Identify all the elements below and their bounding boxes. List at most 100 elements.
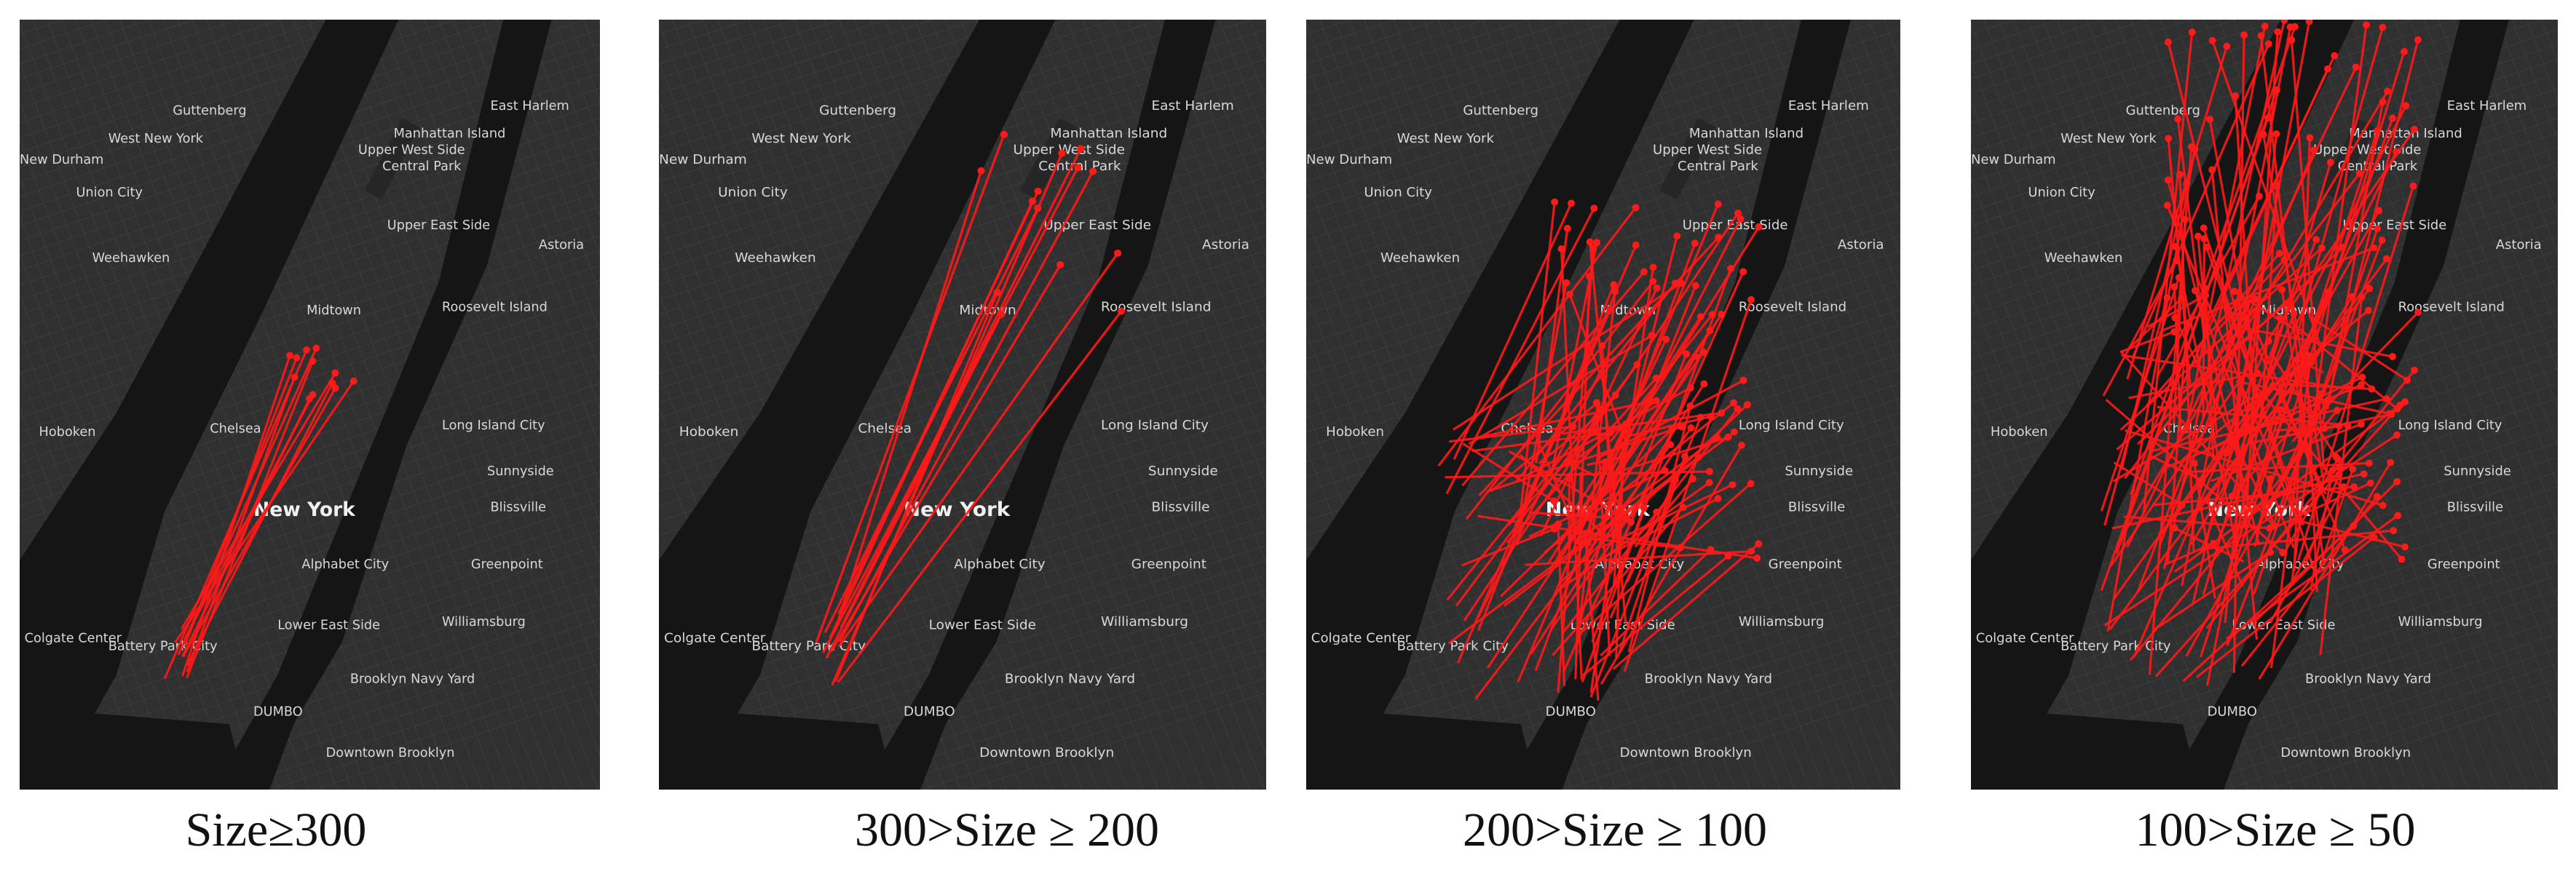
flow-line (2146, 253, 2280, 407)
flow-end (328, 379, 336, 387)
flow-end (2306, 134, 2314, 142)
flow-line (1576, 291, 1616, 645)
flow-end (2208, 36, 2216, 44)
flow-end (2288, 36, 2296, 44)
flow-line (2210, 423, 2362, 482)
flow-end (1562, 279, 1571, 287)
map-label: Weehawken (92, 250, 170, 266)
map-label: New York (904, 498, 1011, 521)
flow-end (2310, 146, 2318, 154)
map-label: Colgate Center (1311, 630, 1411, 645)
flow-end (2188, 28, 2196, 36)
flow-end (1737, 441, 1745, 449)
flow-end (1569, 423, 1577, 431)
flow-end (2332, 453, 2340, 461)
map-label: Sunnyside (1148, 464, 1218, 479)
flow-end (2240, 31, 2248, 39)
map-label: Lower East Side (277, 617, 380, 632)
flow-end (1649, 263, 1657, 271)
map-label: East Harlem (2447, 98, 2526, 114)
flow-line (2136, 303, 2248, 594)
flow-end (2389, 114, 2396, 122)
flow-line (177, 347, 317, 656)
flow-line (2229, 130, 2379, 579)
flow-end (1610, 281, 1618, 289)
flow-end (2401, 398, 2409, 406)
flow-line (1539, 287, 1659, 537)
flow-line (1626, 479, 1677, 583)
flow-end (2200, 224, 2208, 232)
flow-line (1547, 226, 1760, 564)
flow-line (837, 253, 1119, 648)
flow-line (1508, 450, 1625, 520)
flow-end (2326, 159, 2334, 167)
flow-end (1563, 224, 1571, 232)
map-panel: Guttenberg West New York New Durham Union C… (20, 20, 600, 790)
flow-line (2312, 151, 2398, 323)
flow-end (2257, 32, 2265, 40)
flow-end (2379, 501, 2387, 509)
flow-end (2183, 321, 2191, 329)
flow-end (1117, 307, 1126, 315)
flow-line (2291, 24, 2368, 581)
map-label: Central Park (2338, 159, 2418, 174)
map-label: Brooklyn Navy Yard (2305, 672, 2431, 687)
flow-end (2384, 87, 2391, 95)
flow-end (2230, 287, 2238, 295)
flow-end (2378, 237, 2386, 244)
flow-line (2150, 397, 2387, 453)
map-label: Union City (718, 185, 788, 200)
flow-line (1461, 271, 1645, 487)
flow-end (2275, 250, 2283, 258)
flow-end (2375, 207, 2383, 215)
flow-end (1714, 495, 1722, 503)
flow-line (2251, 480, 2398, 625)
flow-line (1550, 242, 1598, 474)
flow-line (2128, 372, 2259, 400)
flow-end (2194, 232, 2202, 240)
map-label: Guttenberg (819, 103, 896, 119)
flow-line (1600, 483, 1734, 549)
flow-end (286, 351, 294, 359)
map-label: Chelsea (210, 421, 261, 436)
flow-end (2274, 28, 2282, 36)
flow-end (1565, 290, 1573, 298)
flow-end (2336, 464, 2344, 472)
flow-end (1633, 361, 1641, 369)
flow-end (2382, 395, 2390, 403)
flow-line (2238, 326, 2393, 358)
flow-end (1743, 401, 1751, 409)
flow-line (2148, 146, 2193, 675)
map-label: West New York (1397, 131, 1495, 146)
flow-end (1649, 277, 1657, 285)
flow-end (1058, 149, 1066, 157)
flow-end (2350, 482, 2358, 490)
flow-end (993, 288, 1001, 296)
flow-end (1602, 514, 1610, 522)
flow-end (1708, 311, 1716, 319)
flow-end (2190, 459, 2198, 467)
flow-line (2214, 258, 2285, 333)
flow-line (2173, 400, 2406, 573)
panel-caption: 300>Size ≥ 200 (855, 803, 1159, 857)
map-label: DUMBO (1546, 704, 1596, 720)
flow-end (2414, 36, 2422, 44)
map-label: Battery Park City (1397, 639, 1509, 654)
map-label: New York (253, 498, 356, 521)
flow-line (2162, 247, 2374, 332)
flow-end (2228, 492, 2236, 500)
hudson-river (1306, 20, 1694, 790)
map-label: Lower East Side (929, 618, 1036, 633)
flow-line (1557, 481, 1710, 592)
hudson-river (659, 20, 1056, 790)
flow-end (349, 377, 357, 385)
flow-line (2259, 35, 2310, 456)
flow-line (1468, 334, 1653, 445)
flow-end (2278, 286, 2286, 294)
east-river (213, 20, 552, 790)
flow-line (2224, 133, 2278, 624)
flow-end (2382, 255, 2390, 263)
flow-end (2352, 63, 2360, 71)
flow-end (1673, 232, 1681, 240)
map-label: East Harlem (1788, 98, 1869, 114)
